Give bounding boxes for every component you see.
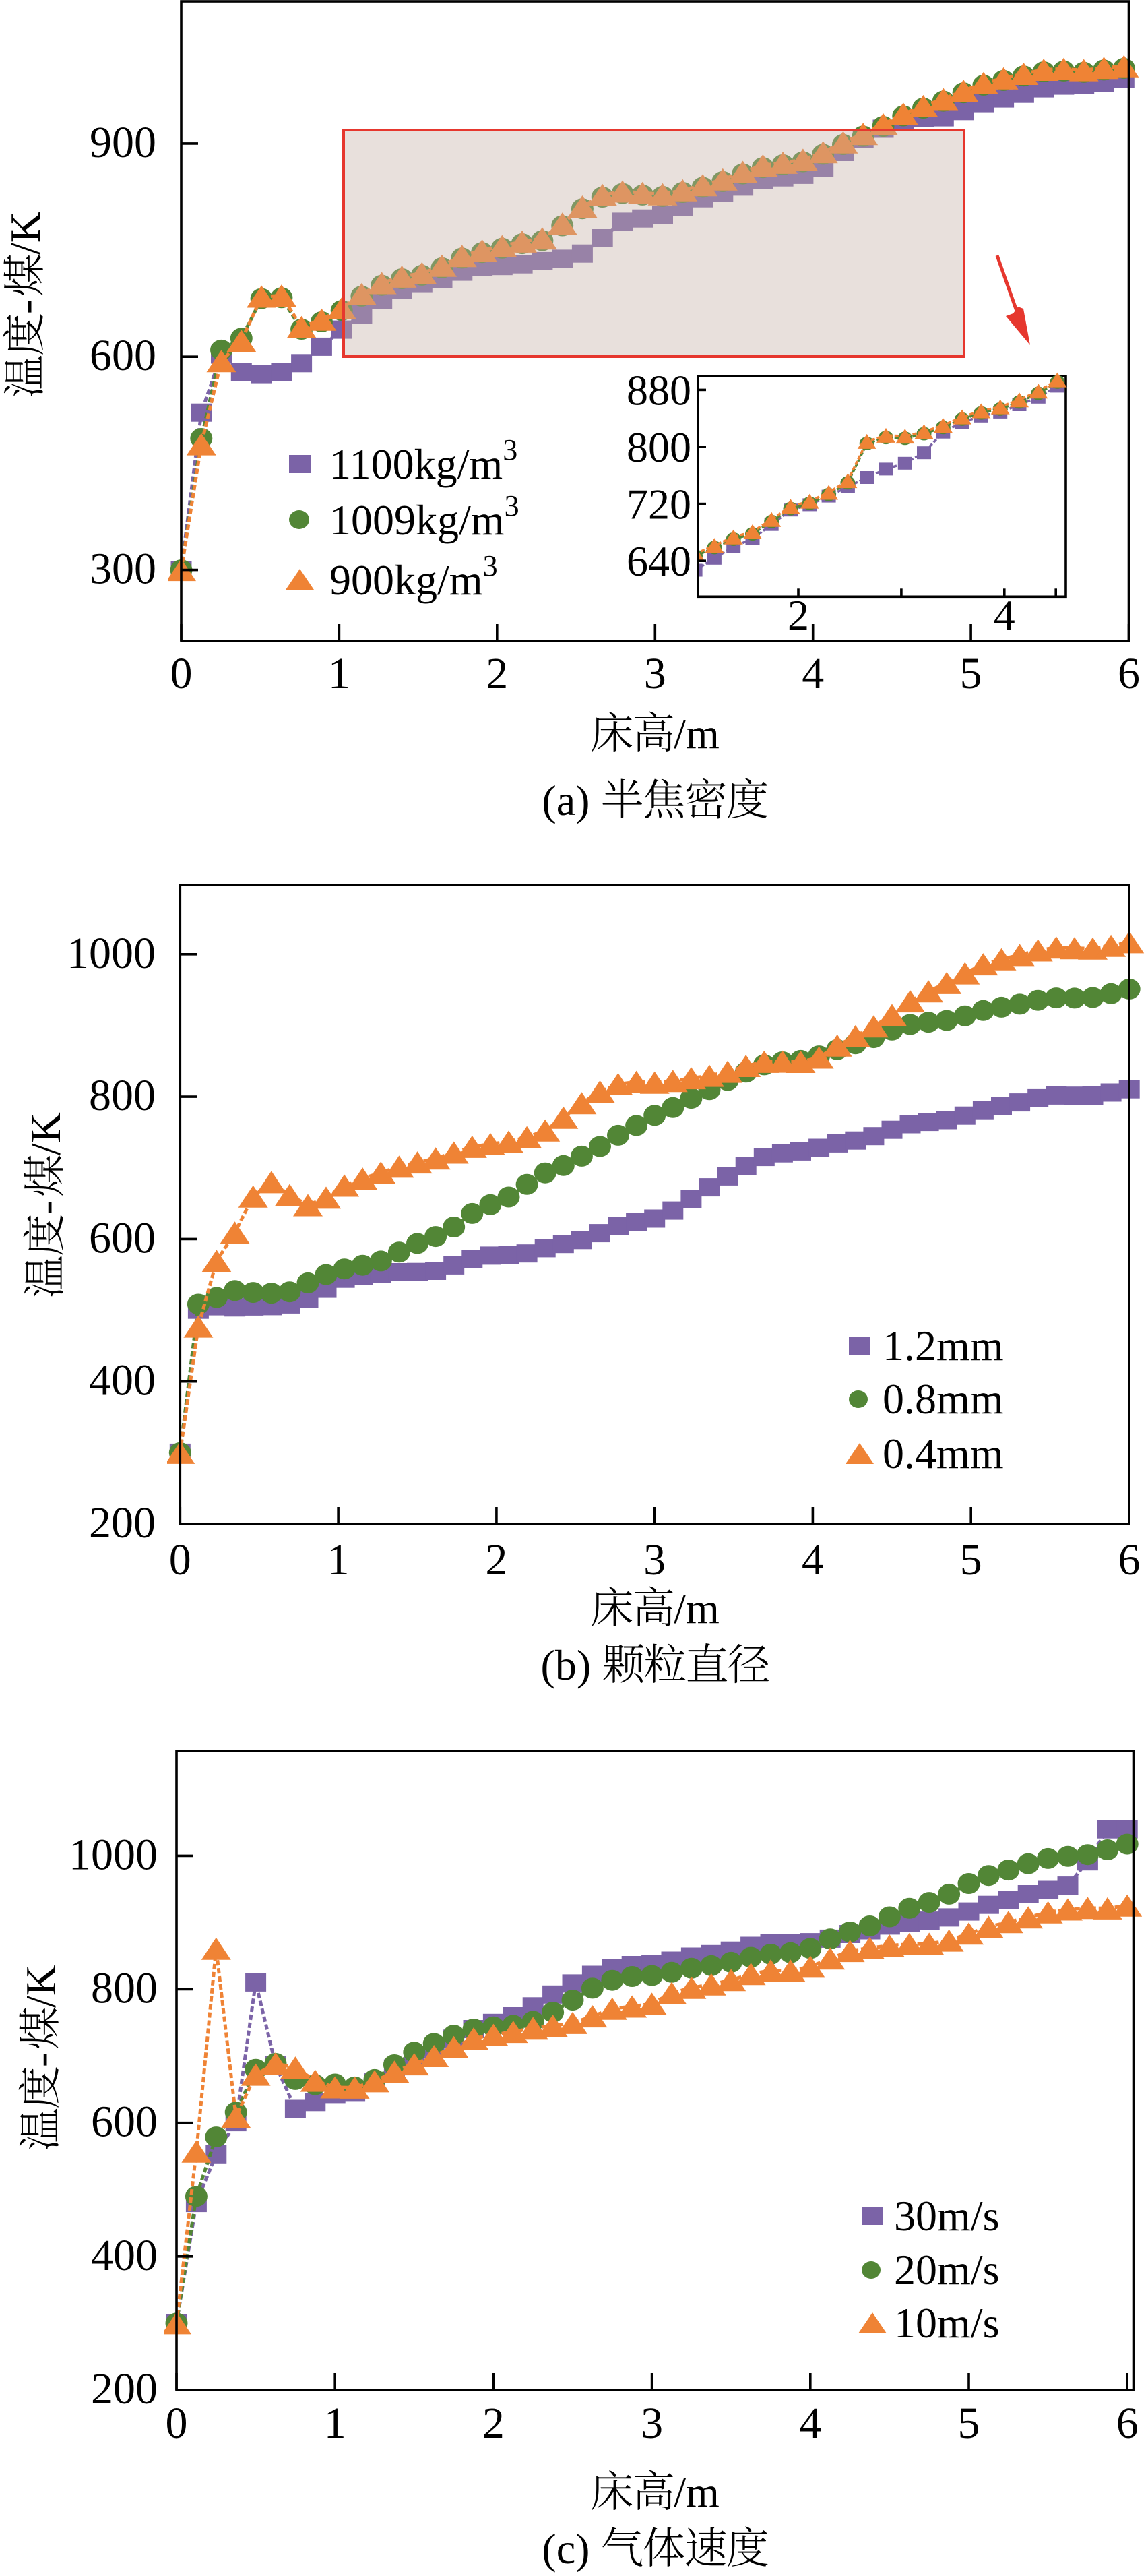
svg-text:3: 3	[644, 649, 666, 698]
svg-text:1: 1	[328, 649, 350, 698]
svg-text:/m: /m	[674, 710, 720, 758]
svg-text:900: 900	[90, 118, 156, 167]
svg-text:/K: /K	[17, 1965, 65, 2008]
svg-text:-: -	[22, 1200, 69, 1215]
svg-text:600: 600	[89, 1213, 156, 1262]
svg-text:2: 2	[482, 2399, 505, 2448]
svg-text:800: 800	[91, 1964, 158, 2013]
svg-text:1: 1	[327, 1535, 350, 1585]
svg-text:400: 400	[89, 1356, 156, 1405]
svg-text:-: -	[1, 300, 49, 314]
svg-text:6: 6	[1116, 2399, 1139, 2448]
svg-text:900kg/m3: 900kg/m3	[329, 549, 498, 604]
svg-text:2: 2	[788, 591, 809, 639]
svg-text:10m/s: 10m/s	[894, 2299, 999, 2347]
svg-text:1000: 1000	[67, 929, 156, 978]
svg-text:4: 4	[799, 2399, 821, 2448]
svg-text:/K: /K	[22, 1112, 69, 1155]
svg-text:1009kg/m3: 1009kg/m3	[329, 489, 519, 544]
svg-text:200: 200	[91, 2364, 158, 2414]
svg-text:800: 800	[89, 1071, 156, 1120]
svg-text:30m/s: 30m/s	[894, 2192, 999, 2240]
svg-text:2: 2	[486, 649, 508, 698]
svg-text:0: 0	[166, 2399, 188, 2448]
svg-text:6: 6	[1118, 1535, 1141, 1585]
svg-text:5: 5	[958, 2399, 980, 2448]
svg-text:/m: /m	[674, 2468, 720, 2516]
svg-text:600: 600	[90, 331, 156, 380]
svg-text:2: 2	[485, 1535, 507, 1585]
svg-text:400: 400	[91, 2231, 158, 2280]
svg-text:200: 200	[89, 1498, 156, 1547]
svg-text:1000: 1000	[69, 1830, 158, 1879]
svg-text:3: 3	[641, 2399, 663, 2448]
svg-text:300: 300	[90, 545, 156, 594]
svg-text:1100kg/m3: 1100kg/m3	[329, 433, 517, 488]
svg-text:600: 600	[91, 2097, 158, 2147]
svg-text:0.4mm: 0.4mm	[883, 1430, 1004, 1477]
svg-text:6: 6	[1118, 649, 1140, 698]
svg-text:1.2mm: 1.2mm	[883, 1322, 1004, 1370]
svg-text:(c): (c)	[542, 2525, 589, 2573]
svg-text:4: 4	[802, 649, 824, 698]
svg-text:4: 4	[802, 1535, 824, 1585]
svg-text:0: 0	[169, 1535, 191, 1585]
svg-text:/K: /K	[1, 212, 49, 255]
svg-text:/m: /m	[674, 1585, 720, 1632]
svg-text:5: 5	[960, 1535, 982, 1585]
svg-text:(a): (a)	[542, 776, 589, 824]
svg-text:720: 720	[627, 481, 691, 528]
svg-text:3: 3	[643, 1535, 666, 1585]
svg-text:(b): (b)	[541, 1641, 592, 1689]
svg-text:5: 5	[960, 649, 982, 698]
svg-text:880: 880	[627, 366, 691, 414]
svg-text:0: 0	[170, 649, 193, 698]
svg-text:1: 1	[324, 2399, 346, 2448]
svg-text:4: 4	[994, 591, 1015, 639]
svg-text:0.8mm: 0.8mm	[883, 1375, 1004, 1423]
svg-text:640: 640	[627, 537, 691, 585]
svg-text:20m/s: 20m/s	[894, 2246, 999, 2294]
svg-text:800: 800	[627, 423, 691, 471]
svg-text:-: -	[17, 2053, 65, 2067]
